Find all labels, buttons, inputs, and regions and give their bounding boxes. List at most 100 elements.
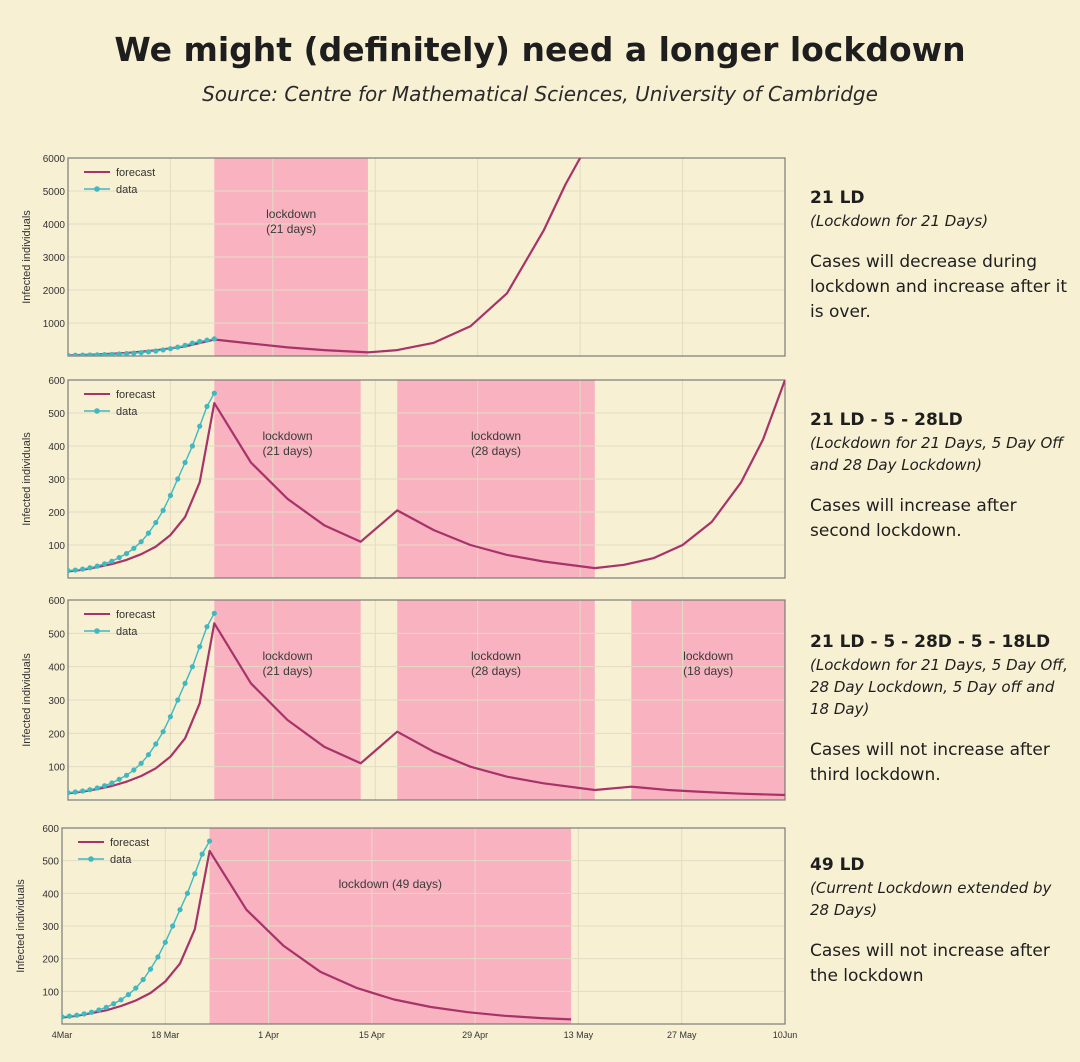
x-tick-label: 29 Apr: [462, 1030, 488, 1040]
y-tick-label: 300: [48, 696, 65, 707]
lockdown-label-line: (21 days): [262, 444, 312, 458]
y-tick-label: 100: [48, 763, 65, 774]
data-point: [66, 1013, 72, 1019]
lockdown-label: lockdown (18 days): [683, 649, 733, 678]
x-tick-label: 4Mar: [52, 1030, 73, 1040]
legend-label-forecast: forecast: [116, 609, 155, 621]
y-tick-label: 200: [48, 729, 65, 740]
lockdown-label: lockdown (21 days): [266, 207, 316, 236]
lockdown-label: lockdown (21 days): [262, 429, 312, 458]
lockdown-label: lockdown (28 days): [471, 649, 521, 678]
legend-label-data: data: [110, 854, 132, 866]
series-forecast: [68, 622, 785, 797]
lockdown-label-line: lockdown: [471, 429, 521, 443]
lockdown-label-line: lockdown: [471, 649, 521, 663]
y-tick-label: 600: [48, 376, 65, 387]
data-point: [170, 923, 176, 929]
x-tick-label: 10Jun: [773, 1030, 798, 1040]
data-point: [138, 349, 144, 356]
scenario-code: 21 LD - 5 - 28D - 5 - 18LD: [810, 632, 1051, 652]
data-point: [109, 780, 115, 786]
legend-marker-data: [94, 628, 100, 634]
data-point: [123, 550, 130, 557]
y-tick-label: 1000: [43, 319, 66, 330]
data-point: [155, 954, 161, 960]
legend-label-data: data: [116, 184, 138, 196]
scenario-code: 21 LD: [810, 188, 865, 208]
scenario-code: 21 LD - 5 - 28LD: [810, 410, 963, 430]
data-point: [81, 1011, 87, 1017]
data-point: [88, 1009, 95, 1015]
data-point: [160, 347, 166, 353]
data-point: [204, 624, 210, 630]
scenario-note: Cases will not increase after third lock…: [810, 740, 1050, 785]
y-tick-label: 5000: [43, 187, 66, 198]
lockdown-label-line: (28 days): [471, 444, 521, 458]
y-tick-label: 600: [42, 824, 59, 835]
data-point: [145, 349, 152, 355]
data-point: [199, 851, 205, 857]
data-point: [211, 610, 217, 616]
data-point: [94, 352, 100, 356]
y-tick-label: 4000: [43, 220, 66, 231]
data-point: [138, 760, 144, 766]
scenario-full: (Lockdown for 21 Days, 5 Day Off, 28 Day…: [810, 656, 1068, 718]
scenario-code: 49 LD: [810, 855, 865, 875]
axes-frame: [67, 599, 786, 801]
data-point: [204, 403, 210, 409]
y-tick-label: 6000: [43, 154, 66, 165]
data-point: [62, 1014, 65, 1020]
data-point: [74, 1012, 80, 1018]
y-axis-label: Infected individuals: [21, 210, 33, 304]
data-point: [101, 561, 108, 567]
plot-area: [68, 380, 785, 574]
data-point: [72, 789, 78, 795]
legend-marker-data: [88, 856, 94, 862]
series-forecast: [62, 849, 572, 1021]
y-tick-label: 500: [48, 409, 65, 420]
data-point: [125, 992, 131, 998]
data-point: [145, 530, 152, 536]
panel-description-4: 49 LD (Current Lockdown extended by 28 D…: [810, 853, 1075, 989]
data-point: [182, 342, 188, 348]
data-point: [118, 997, 124, 1003]
data-point: [182, 459, 188, 466]
y-axis-label: Infected individuals: [21, 653, 33, 747]
data-point: [72, 567, 78, 573]
scenario-full: (Current Lockdown extended by 28 Days): [810, 879, 1052, 919]
y-tick-label: 200: [48, 508, 65, 519]
data-point: [94, 563, 100, 569]
data-point: [162, 939, 168, 945]
data-point: [197, 644, 203, 650]
data-point: [80, 788, 86, 794]
axes-frame: [61, 827, 786, 1025]
legend-label-forecast: forecast: [116, 167, 155, 179]
y-tick-label: 300: [42, 922, 59, 933]
chart-panel-3: lockdown (21 days)lockdown (28 days)lockdo…: [21, 596, 786, 801]
x-tick-label: 15 Apr: [359, 1030, 385, 1040]
data-point: [153, 348, 159, 354]
legend-label-forecast: forecast: [116, 389, 155, 401]
lockdown-label-line: lockdown (49 days): [339, 877, 442, 891]
data-point: [167, 714, 174, 720]
data-point: [131, 767, 137, 773]
y-tick-label: 100: [42, 987, 59, 998]
data-point: [94, 785, 100, 791]
data-point: [147, 966, 154, 972]
legend-label-data: data: [116, 626, 138, 638]
y-tick-label: 2000: [43, 286, 66, 297]
data-point: [87, 352, 93, 356]
data-point: [116, 351, 122, 356]
x-tick-label: 1 Apr: [258, 1030, 279, 1040]
data-point: [80, 352, 86, 356]
y-tick-label: 300: [48, 475, 65, 486]
x-tick-label: 18 Mar: [151, 1030, 179, 1040]
panel-description-2: 21 LD - 5 - 28LD (Lockdown for 21 Days, …: [810, 408, 1075, 544]
data-point: [206, 838, 213, 844]
y-tick-label: 600: [48, 596, 65, 607]
scenario-full: (Lockdown for 21 Days): [810, 212, 989, 230]
data-point: [138, 539, 144, 545]
data-point: [140, 976, 146, 983]
data-point: [68, 790, 71, 796]
